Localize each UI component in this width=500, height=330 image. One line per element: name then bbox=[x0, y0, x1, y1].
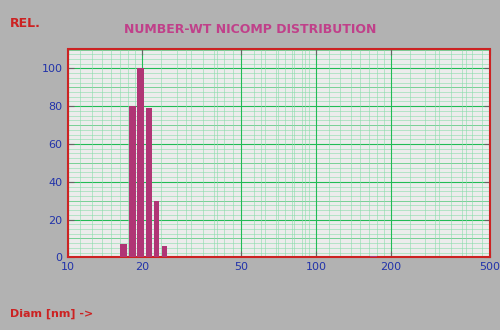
Bar bbox=[370, 256, 377, 257]
Bar bbox=[138, 68, 144, 257]
Text: Diam [nm] ->: Diam [nm] -> bbox=[10, 308, 93, 319]
Bar bbox=[146, 108, 152, 257]
Bar bbox=[120, 244, 128, 257]
Text: REL.: REL. bbox=[10, 16, 41, 30]
Text: NUMBER-WT NICOMP DISTRIBUTION: NUMBER-WT NICOMP DISTRIBUTION bbox=[124, 23, 376, 36]
Bar bbox=[154, 201, 160, 257]
Bar bbox=[162, 246, 167, 257]
Bar bbox=[129, 106, 136, 257]
